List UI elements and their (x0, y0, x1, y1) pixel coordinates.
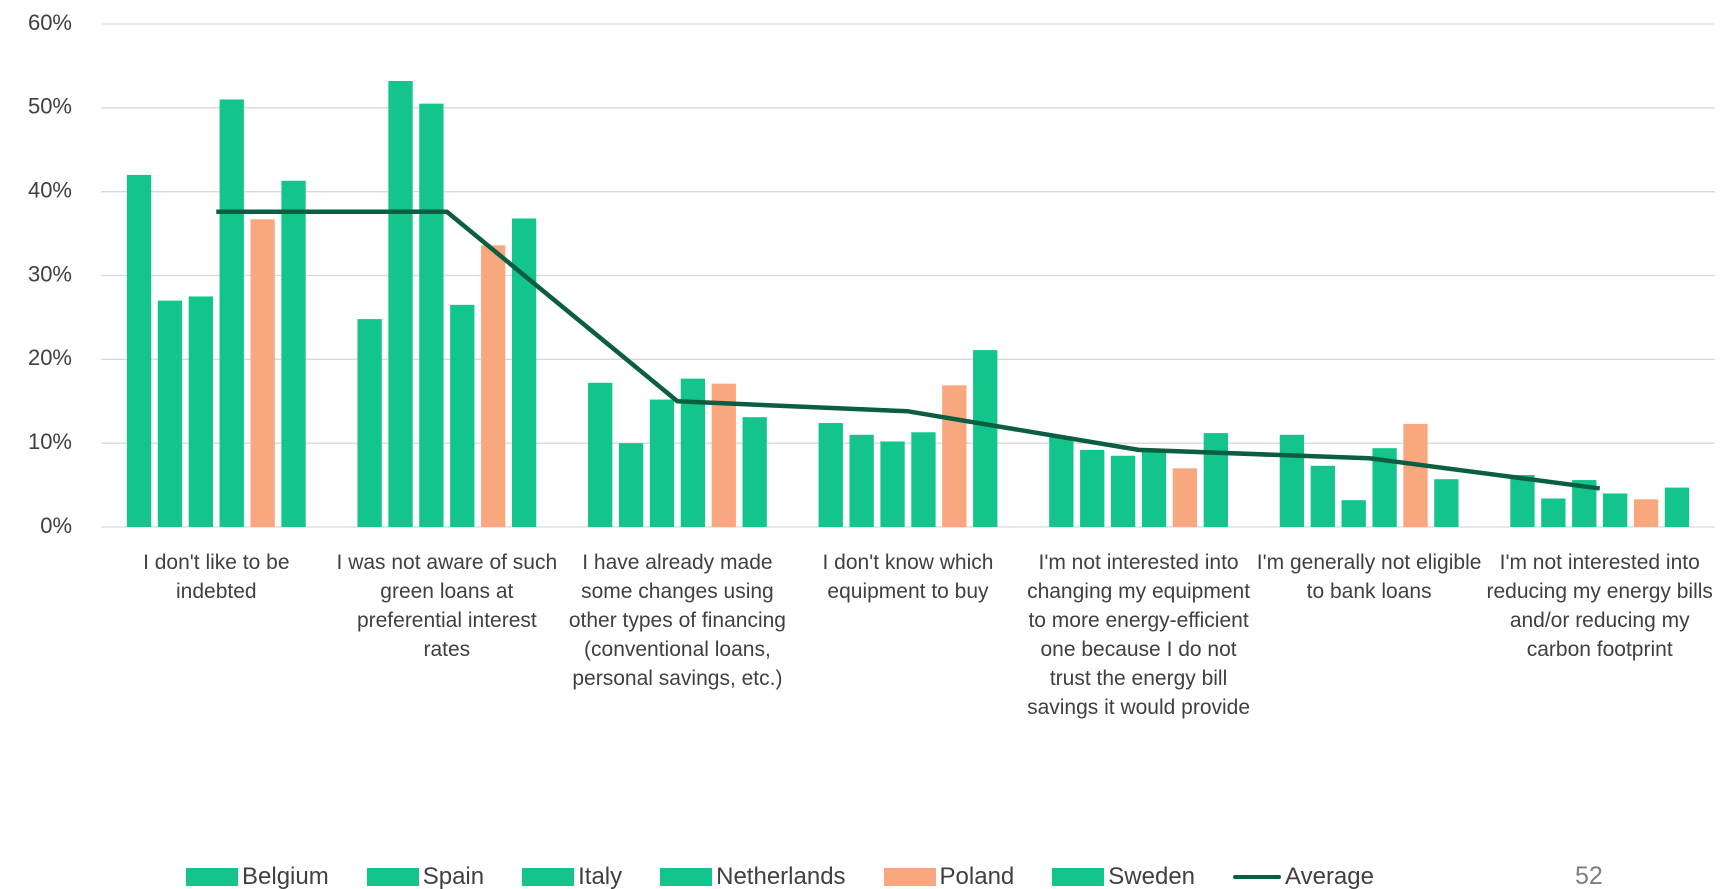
bar (219, 99, 244, 527)
y-tick-label: 10% (28, 429, 72, 454)
bar (880, 441, 905, 527)
legend-item: Poland (883, 860, 1015, 889)
bar (1341, 500, 1366, 527)
bar (188, 296, 213, 527)
bar (649, 399, 675, 527)
bar (357, 319, 382, 527)
y-tick-label: 20% (28, 345, 72, 370)
bar (388, 81, 413, 528)
bar (419, 103, 444, 528)
bar (1403, 423, 1428, 527)
legend-label: Belgium (242, 863, 329, 889)
bar (711, 383, 736, 527)
bar (1434, 479, 1459, 527)
legend-item: Average (1233, 860, 1374, 889)
bar (281, 180, 306, 528)
bar (157, 300, 183, 527)
page-number: 52 (1575, 862, 1603, 889)
bar (973, 350, 998, 527)
bar (1049, 436, 1074, 527)
y-tick-label: 60% (28, 10, 72, 35)
bar (1310, 465, 1335, 527)
bar (942, 385, 967, 527)
legend-item: Sweden (1052, 860, 1195, 889)
x-tick-label: I'm generally not eligible to bank loans (1256, 551, 1482, 603)
legend-swatch (186, 868, 238, 886)
bar (1203, 433, 1228, 527)
legend-label: Average (1285, 863, 1374, 889)
legend-label: Poland (939, 863, 1015, 889)
bar (618, 443, 644, 527)
bar (1279, 434, 1305, 527)
x-tick-label: I'm not interested into reducing my ener… (1486, 551, 1713, 661)
legend-label: Netherlands (716, 863, 846, 889)
bar (1664, 487, 1690, 527)
bar (818, 423, 843, 527)
legend-swatch (1052, 868, 1105, 886)
legend-label: Sweden (1108, 863, 1196, 889)
bar (250, 219, 275, 527)
x-tick-label: I don't know which equipment to buy (822, 551, 994, 603)
legend-item: Italy (522, 860, 622, 889)
legend-item: Netherlands (660, 860, 846, 889)
y-tick-label: 40% (28, 177, 72, 202)
y-tick-label: 30% (28, 261, 72, 286)
bar (588, 382, 613, 527)
legend-swatch (522, 868, 575, 886)
y-tick-label: 0% (40, 513, 72, 538)
x-tick-label: I was not aware of such green loans at p… (336, 551, 558, 661)
legend: Belgium Spain Italy Netherlands Poland Sweden… (0, 860, 1560, 889)
bar (911, 432, 936, 527)
bar (849, 434, 874, 527)
bar (1603, 493, 1628, 527)
bar (1141, 449, 1167, 527)
bar (126, 174, 152, 527)
bar (742, 417, 767, 527)
x-tick-label: I have already made some changes using o… (568, 551, 786, 690)
legend-swatch (883, 868, 936, 886)
y-tick-label: 50% (28, 94, 72, 119)
average-line (216, 209, 1601, 491)
bar (1541, 498, 1566, 527)
legend-swatch (366, 868, 419, 886)
legend-label: Italy (578, 863, 623, 889)
bar (481, 245, 506, 527)
legend-item: Spain (366, 860, 485, 889)
x-tick-label: I'm not interested into changing my equi… (1027, 551, 1251, 719)
bar (1110, 455, 1136, 527)
legend-swatch (1233, 875, 1282, 879)
x-tick-label: I don't like to be indebted (143, 551, 290, 603)
bar (1172, 468, 1198, 527)
legend-swatch (660, 868, 713, 886)
bar (1633, 499, 1659, 527)
bar (511, 218, 537, 527)
legend-label: Spain (422, 863, 485, 889)
bar (450, 304, 475, 527)
legend-item: Belgium (186, 860, 329, 889)
bar (1510, 475, 1535, 527)
bar (1080, 449, 1105, 527)
